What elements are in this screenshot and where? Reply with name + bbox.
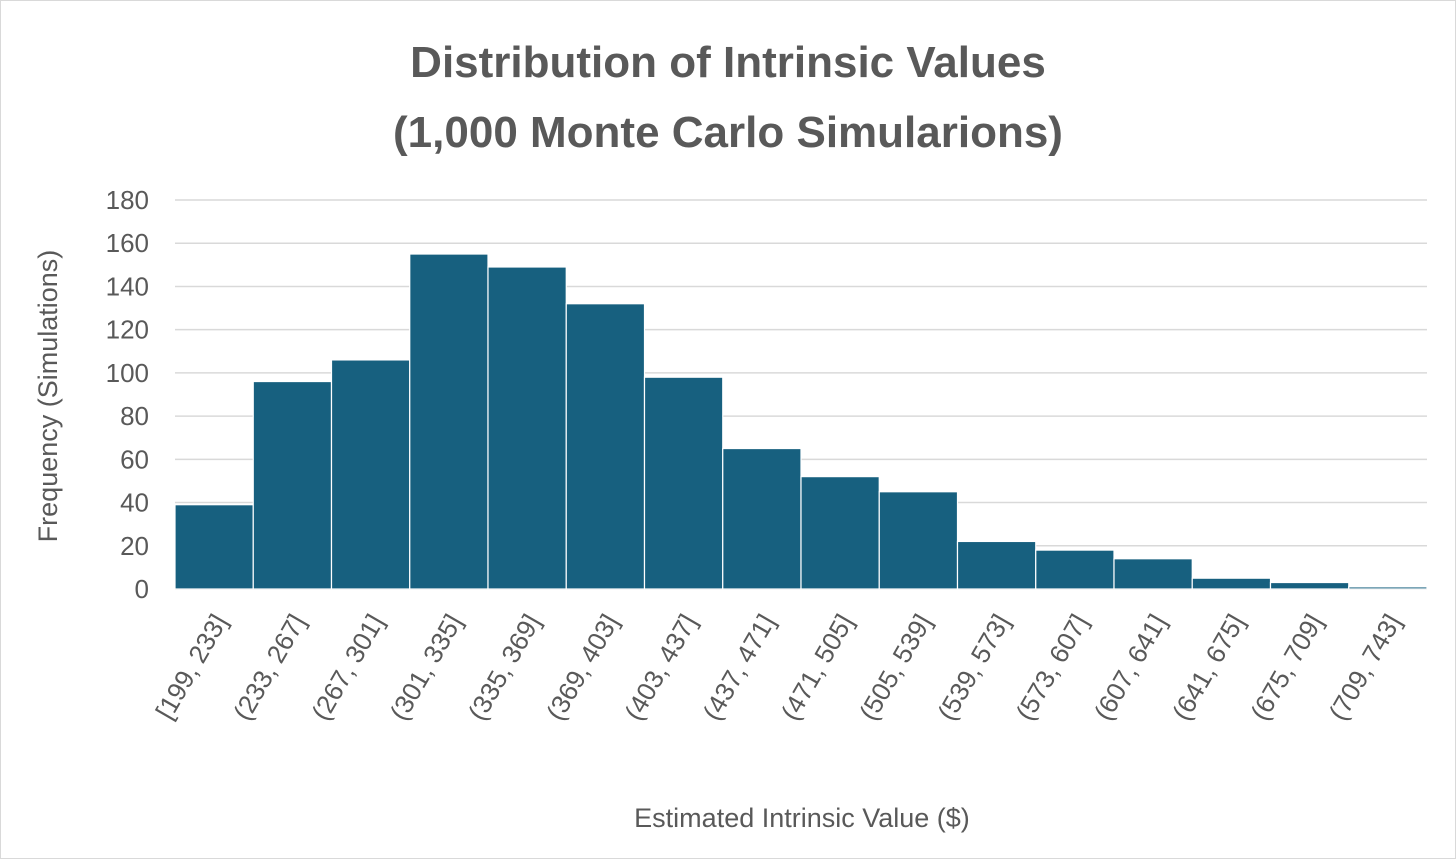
bar [1035, 549, 1115, 590]
x-tick-label: (539, 573] [931, 609, 1016, 725]
y-tick-label: 140 [106, 271, 149, 301]
x-tick-label: (709, 743] [1323, 609, 1408, 725]
x-tick-label: (437, 471] [697, 609, 782, 725]
bar [956, 540, 1037, 590]
bar [722, 447, 802, 590]
y-tick-label: 160 [106, 228, 149, 258]
bar [878, 491, 959, 590]
x-axis-ticks: [199, 233](233, 267](267, 301](301, 335]… [150, 609, 1408, 725]
chart-title: Distribution of Intrinsic Values (1,000 … [393, 38, 1063, 157]
x-tick-label: (675, 709] [1244, 609, 1329, 725]
y-tick-label: 0 [135, 574, 149, 604]
y-axis-title: Frequency (Simulations) [33, 250, 63, 543]
bar [800, 476, 880, 590]
bar [643, 376, 724, 590]
bar [1269, 581, 1350, 590]
y-tick-label: 100 [106, 358, 149, 388]
chart-title-line-2: (1,000 Monte Carlo Simularions) [393, 108, 1063, 157]
y-tick-label: 20 [120, 531, 149, 561]
bar [1348, 586, 1428, 590]
y-tick-label: 180 [106, 185, 149, 215]
x-tick-label: (505, 539] [853, 609, 938, 725]
y-tick-label: 40 [120, 488, 149, 518]
bar [252, 380, 333, 590]
y-tick-label: 60 [120, 444, 149, 474]
bars [174, 253, 1428, 590]
x-tick-label: (233, 267] [227, 609, 312, 725]
x-axis-title: Estimated Intrinsic Value ($) [634, 803, 970, 833]
bar [1191, 577, 1272, 590]
x-tick-label: [199, 233] [150, 609, 234, 724]
x-tick-label: (471, 505] [775, 609, 860, 725]
chart-title-line-1: Distribution of Intrinsic Values [410, 38, 1046, 87]
bar [487, 266, 567, 590]
bar [330, 359, 411, 590]
x-tick-label: (369, 403] [540, 609, 625, 725]
y-axis-ticks: 0 20 40 60 80 100 120 140 160 180 [106, 185, 149, 604]
x-tick-label: (607, 641] [1088, 609, 1173, 725]
x-tick-label: (403, 437] [618, 609, 703, 725]
bar [1113, 558, 1193, 590]
y-tick-label: 80 [120, 401, 149, 431]
bar [565, 303, 646, 590]
x-tick-label: (573, 607] [1010, 609, 1095, 725]
x-tick-label: (267, 301] [305, 609, 390, 725]
bar [174, 504, 254, 590]
x-tick-label: (301, 335] [384, 609, 469, 725]
x-tick-label: (335, 369] [462, 609, 547, 725]
x-tick-label: (641, 675] [1166, 609, 1251, 725]
bar [409, 253, 489, 590]
y-tick-label: 120 [106, 315, 149, 345]
